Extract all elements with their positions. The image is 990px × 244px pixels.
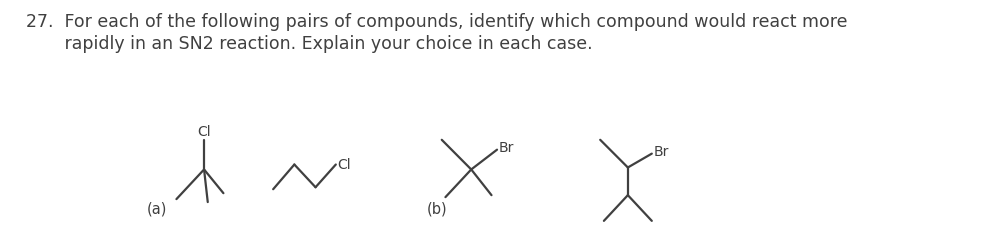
Text: (a): (a) <box>147 202 167 216</box>
Text: (b): (b) <box>427 202 447 216</box>
Text: Br: Br <box>653 145 669 159</box>
Text: Cl: Cl <box>338 159 351 173</box>
Text: Cl: Cl <box>198 125 211 139</box>
Text: 27.  For each of the following pairs of compounds, identify which compound would: 27. For each of the following pairs of c… <box>27 13 847 31</box>
Text: Br: Br <box>499 141 514 155</box>
Text: rapidly in an SN2 reaction. Explain your choice in each case.: rapidly in an SN2 reaction. Explain your… <box>27 35 593 53</box>
